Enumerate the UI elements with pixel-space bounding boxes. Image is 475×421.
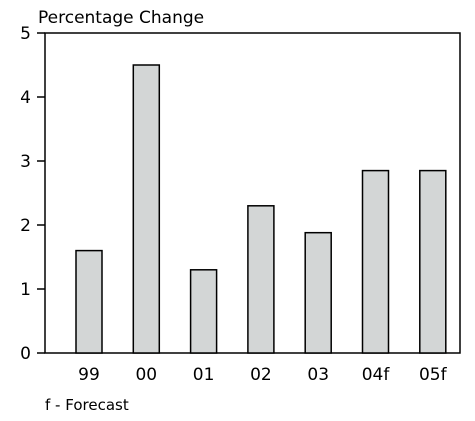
x-tick-label: 01: [193, 365, 215, 385]
y-tick-label: 4: [20, 88, 31, 108]
x-tick-label: 02: [250, 365, 272, 385]
y-tick-label: 0: [20, 344, 31, 364]
x-tick-label: 03: [307, 365, 329, 385]
bar-01: [189, 269, 218, 354]
bar-00: [132, 64, 161, 354]
bar-04f: [361, 169, 390, 354]
x-axis: 99 00 01 02 03 04f 05f: [78, 365, 447, 385]
bars: [75, 64, 447, 354]
x-tick-label: 00: [135, 365, 157, 385]
y-axis-label: Percentage Change: [38, 8, 204, 28]
x-tick-label: 05f: [419, 365, 448, 385]
bar-99: [75, 249, 103, 354]
bar-02: [247, 205, 275, 354]
y-tick-label: 3: [20, 152, 31, 172]
y-tick-label: 5: [20, 24, 31, 44]
x-tick-label: 99: [78, 365, 100, 385]
y-tick-label: 2: [20, 216, 31, 236]
y-tick-label: 1: [20, 280, 31, 300]
bar-05f: [419, 169, 447, 354]
y-axis: 0 1 2 3 4 5: [20, 24, 45, 364]
forecast-note: f - Forecast: [45, 396, 129, 414]
bar-03: [304, 231, 332, 354]
x-tick-label: 04f: [362, 365, 391, 385]
